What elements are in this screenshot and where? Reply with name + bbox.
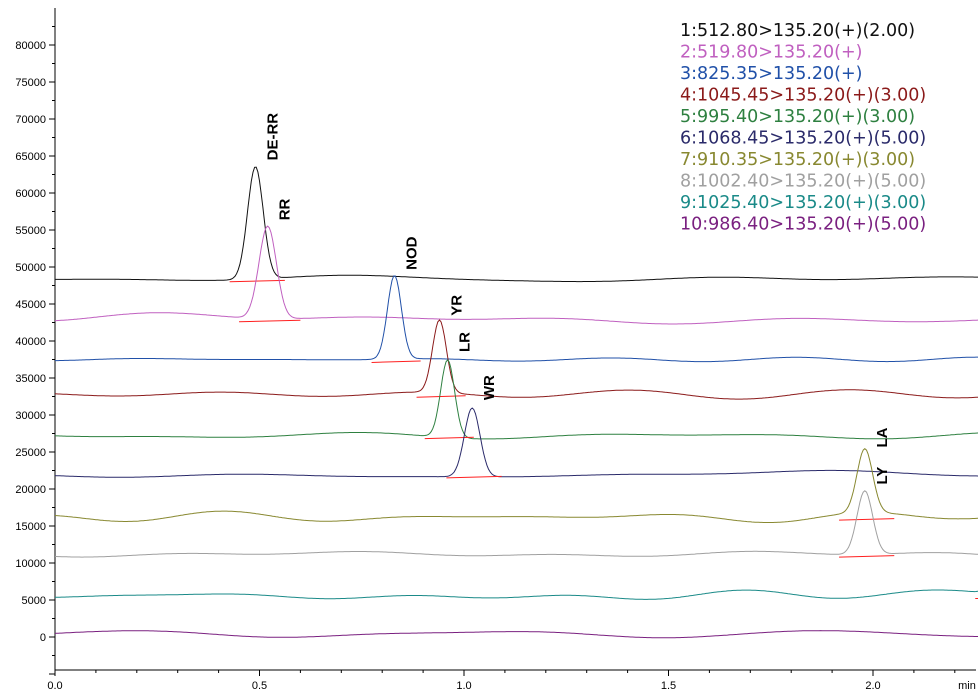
legend-entry: 10:986.40>135.20(+)(5.00)	[680, 215, 926, 235]
y-tick-label: 55000	[15, 225, 46, 237]
y-tick-label: 75000	[15, 77, 46, 89]
legend-entry: 4:1045.45>135.20(+)(3.00)	[680, 86, 926, 106]
x-tick-label: 0.0	[47, 680, 62, 692]
peak-label: LA	[874, 427, 891, 447]
series-line	[54, 490, 978, 558]
x-tick-label: 2.0	[865, 680, 880, 692]
legend-entry: 9:1025.40>135.20(+)(3.00)	[680, 193, 926, 213]
peak-baseline	[839, 518, 895, 521]
peak-label: LY	[874, 467, 891, 485]
legend-entry: 2:519.80>135.20(+)	[680, 43, 862, 63]
peak-baseline	[239, 319, 301, 323]
y-tick-label: 60000	[15, 188, 46, 200]
x-tick-label: 0.5	[252, 680, 267, 692]
y-tick-label: 30000	[15, 410, 46, 422]
series-line	[55, 275, 978, 363]
peak-baseline	[839, 555, 895, 558]
peak-label: DE-RR	[264, 113, 281, 161]
series-line	[55, 589, 978, 600]
legend-entry: 1:512.80>135.20(+)(2.00)	[680, 21, 915, 41]
series-line	[54, 319, 978, 400]
y-tick-label: 0	[40, 632, 46, 644]
y-tick-label: 40000	[15, 336, 46, 348]
y-tick-label: 10000	[15, 558, 46, 570]
axes: 0 5000 10000 15000 20000 25000 30000 35000 40000…	[15, 8, 976, 692]
y-tick-label: 70000	[15, 114, 46, 126]
legend: 1:512.80>135.20(+)(2.00)2:519.80>135.20(…	[680, 21, 926, 235]
peak-baseline	[416, 395, 466, 398]
y-tick-label: 35000	[15, 373, 46, 385]
series-line	[54, 225, 978, 325]
y-tick-label: 45000	[15, 299, 46, 311]
peak-label: RR	[277, 198, 294, 220]
y-tick-label: 15000	[15, 521, 46, 533]
legend-entry: 6:1068.45>135.20(+)(5.00)	[680, 129, 926, 149]
y-tick-label: 65000	[15, 151, 46, 163]
peak-labels: DE-RRRRNODYRLRWRLALYLWLF	[264, 113, 891, 485]
series-line	[54, 630, 978, 639]
y-tick-label: 50000	[15, 262, 46, 274]
x-tick-label: 1.5	[661, 680, 676, 692]
legend-entry: 7:910.35>135.20(+)(3.00)	[680, 150, 915, 170]
peak-baseline	[371, 360, 421, 363]
y-tick-label: 80000	[15, 40, 46, 52]
legend-entry: 3:825.35>135.20(+)	[680, 64, 862, 84]
series-line	[55, 166, 978, 283]
y-tick-label: 5000	[22, 595, 46, 607]
peak-baseline	[424, 436, 474, 440]
peak-label: NOD	[403, 236, 420, 270]
peak-baseline	[229, 279, 285, 283]
peak-label: WR	[481, 375, 498, 400]
series-line	[54, 448, 978, 523]
series-line	[54, 407, 978, 478]
series-line	[54, 359, 978, 440]
peak-label: LR	[457, 332, 474, 352]
peak-label: YR	[448, 295, 465, 316]
legend-entry: 5:995.40>135.20(+)(3.00)	[680, 107, 915, 127]
x-unit-label: min	[958, 680, 976, 692]
traces	[54, 166, 978, 639]
legend-entry: 8:1002.40>135.20(+)(5.00)	[680, 172, 926, 192]
peak-baseline	[446, 475, 502, 479]
y-tick-label: 20000	[15, 484, 46, 496]
y-tick-label: 25000	[15, 447, 46, 459]
x-tick-label: 1.0	[456, 680, 471, 692]
